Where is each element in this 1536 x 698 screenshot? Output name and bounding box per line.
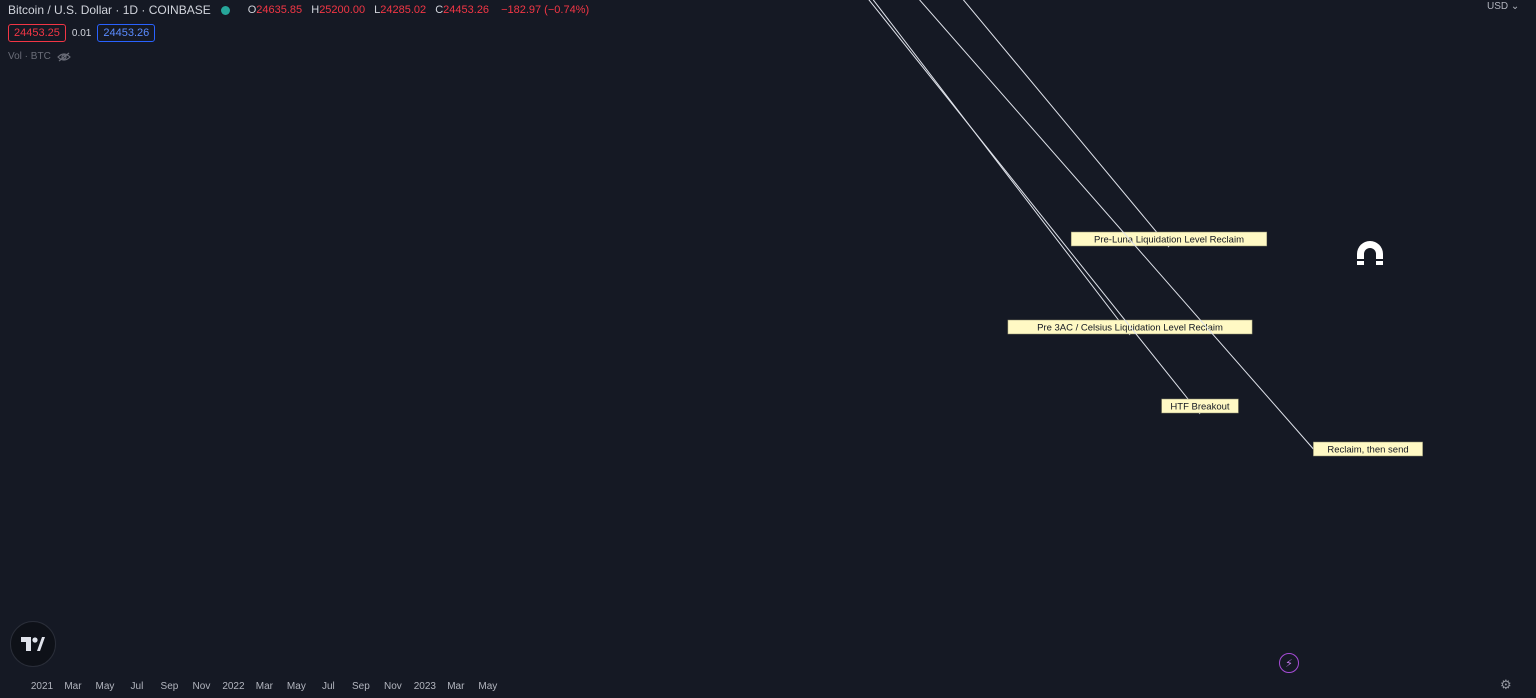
ohlc-values: O24635.85 H25200.00 L24285.02 C24453.26 [248,4,495,16]
x-tick-label: Mar [256,681,274,692]
gear-icon[interactable]: ⚙ [1500,677,1512,692]
trade-quote-row: 24453.25 0.01 24453.26 [8,24,156,42]
close-label: C [435,4,444,16]
x-tick-label: Mar [64,681,82,692]
x-tick-label: 2022 [222,681,245,692]
annotation-box [1070,231,1268,247]
volume-label: Vol · BTC [8,51,51,62]
x-tick-label: Sep [161,681,179,692]
buy-button[interactable]: 24453.26 [97,24,156,42]
magnet-shape [1357,241,1383,265]
x-tick-label: Nov [193,681,211,692]
currency-selector[interactable]: USD ⌄ [1487,1,1520,12]
close-value: 24453.26 [443,4,490,16]
market-status-icon [220,5,230,15]
x-tick-label: Jul [131,681,144,692]
high-value: 25200.00 [319,4,366,16]
low-value: 24285.02 [380,4,427,16]
magnet-icon [1357,241,1383,265]
x-tick-label: 2023 [414,681,437,692]
annotation-arrow [962,0,1170,248]
magnet-tip [1376,259,1383,261]
open-label: O [247,4,257,16]
low-label: L [374,4,381,16]
lightning-bolt-icon[interactable]: ⚡ [1279,653,1299,673]
x-tick-label: Sep [352,681,370,692]
x-tick-label: May [287,681,306,692]
spread-value: 0.01 [71,27,92,39]
x-tick-label: May [478,681,497,692]
x-tick-label: May [95,681,114,692]
x-tick-label: Jul [322,681,335,692]
annotation-label: Pre 3AC / Celsius Liquidation Level Recl… [1037,323,1223,334]
x-tick-label: 2021 [31,681,54,692]
symbol-title[interactable]: Bitcoin / U.S. Dollar · 1D · COINBASE [8,3,211,17]
annotation-box [1161,398,1239,414]
annotation-label: Pre-Luna Liquidation Level Reclaim [1094,235,1244,246]
annotation-arrow [919,0,1314,450]
x-tick-label: Mar [447,681,465,692]
annotation-arrow [868,0,1201,415]
high-label: H [311,4,320,16]
annotation-label: HTF Breakout [1170,402,1229,413]
x-tick-label: Nov [384,681,402,692]
annotation-box [1313,441,1423,457]
symbol-header: Bitcoin / U.S. Dollar · 1D · COINBASE O2… [8,3,589,17]
annotation-label: Reclaim, then send [1327,445,1408,456]
price-change: −182.97 (−0.74%) [501,4,590,16]
magnet-tip [1357,259,1364,261]
currency-label: USD [1487,1,1509,12]
eye-slash-icon[interactable] [56,52,71,62]
annotation-arrow [872,0,1131,336]
volume-indicator[interactable]: Vol · BTC [8,51,71,62]
sell-button[interactable]: 24453.25 [8,24,66,42]
tradingview-logo-icon[interactable] [10,621,56,667]
open-value: 24635.85 [256,4,303,16]
